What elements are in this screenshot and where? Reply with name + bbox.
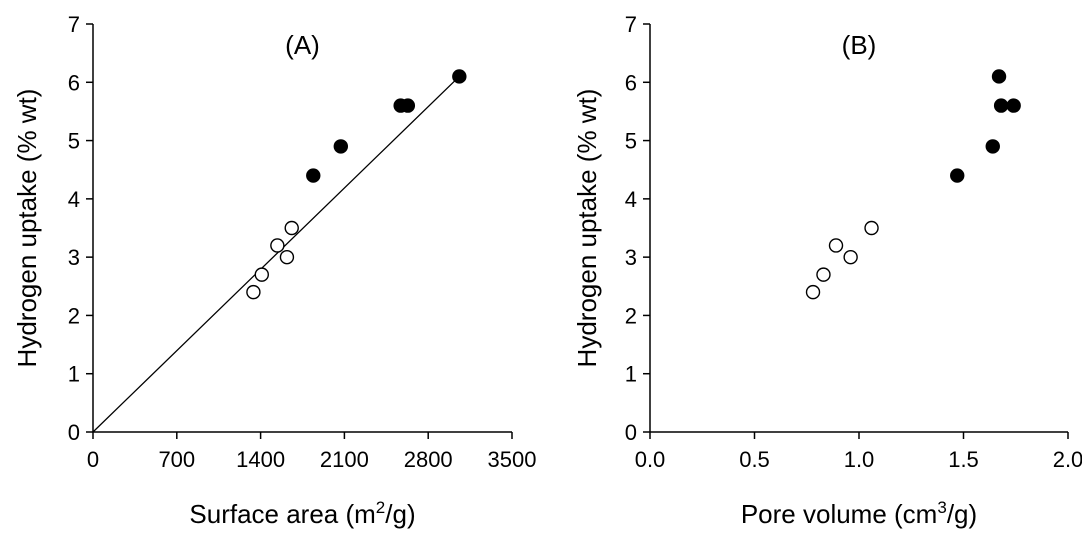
panel-a-filled-point [400, 98, 416, 113]
panel-b-x-axis-title-superscript: 3 [937, 498, 946, 517]
panel-a: (A) Hydrogen uptake (% wt) Surface area … [12, 12, 536, 529]
panel-b-y-tick-label: 4 [625, 187, 637, 212]
panel-b-filled-point [950, 168, 965, 183]
panel-b-filled-point [1006, 98, 1021, 113]
panel-a-filled-point [452, 69, 467, 84]
panel-a-open-point [254, 267, 269, 282]
panel-b-x-axis-title-main: Pore volume (cm [741, 499, 938, 529]
panel-a-y-axis-title: Hydrogen uptake (% wt) [12, 89, 42, 368]
panel-a-y-tick-label: 2 [68, 303, 80, 328]
panel-b-open-point [805, 284, 821, 300]
panel-a-open-point [270, 238, 285, 253]
panel-b-y-tick-label: 0 [625, 420, 637, 445]
panel-b-y-axis-title: Hydrogen uptake (% wt) [572, 89, 602, 368]
panel-b-x-tick-label: 0.0 [635, 447, 666, 472]
panel-a-x-axis-title: Surface area (m2/g) [189, 498, 415, 529]
panel-b-x-tick-label: 0.5 [739, 447, 770, 472]
panel-b-x-axis-title: Pore volume (cm3/g) [741, 498, 977, 529]
panel-a-x-tick-label: 1400 [236, 447, 285, 472]
panel-b-y-tick-label: 1 [625, 362, 637, 387]
panel-a-open-point [246, 284, 261, 300]
panel-a-y-tick-label: 5 [68, 129, 80, 154]
panel-a-open-point [279, 249, 295, 265]
panel-a-filled-point [333, 139, 349, 154]
panel-a-y-tick-label: 0 [68, 420, 80, 445]
panel-a-x-tick-label: 2800 [404, 447, 453, 472]
panel-a-y-tick-label: 1 [68, 362, 80, 387]
panel-b-filled-point [993, 98, 1009, 113]
panel-a-label: (A) [285, 30, 320, 60]
panel-b-label: (B) [842, 30, 877, 60]
panel-a-fit-line [92, 75, 460, 433]
panel-a-filled-point [306, 168, 321, 183]
panel-a-x-axis-title-superscript: 2 [376, 498, 385, 517]
panel-a-y-tick-label: 6 [68, 70, 80, 95]
panel-b-y-tick-label: 6 [625, 70, 637, 95]
panel-a-x-tick-label: 0 [87, 447, 99, 472]
panel-b-open-point [864, 220, 879, 236]
panel-b-filled-point [991, 69, 1007, 84]
panel-b-open-point [843, 249, 858, 265]
panel-a-x-tick-label: 700 [158, 447, 195, 472]
panel-a-y-tick-label: 7 [68, 12, 80, 37]
panel-a-y-tick-label: 3 [68, 245, 80, 270]
panel-b-filled-point [985, 139, 1000, 154]
panel-b-y-tick-label: 3 [625, 245, 637, 270]
panel-a-x-tick-label: 3500 [488, 447, 537, 472]
panel-b-y-tick-label: 5 [625, 129, 637, 154]
panel-b-x-tick-label: 1.0 [844, 447, 875, 472]
panel-b: (B) Hydrogen uptake (% wt) Pore volume (… [572, 12, 1082, 529]
panel-a-open-point [284, 220, 299, 236]
panel-a-x-axis-title-tail: /g) [385, 499, 415, 529]
panel-b-y-tick-label: 7 [625, 12, 637, 37]
panel-b-open-point [816, 267, 831, 282]
panel-a-x-tick-label: 2100 [320, 447, 369, 472]
panel-b-x-tick-label: 1.5 [948, 447, 979, 472]
panel-a-y-tick-label: 4 [68, 187, 80, 212]
panel-a-x-axis-title-main: Surface area (m [189, 499, 375, 529]
panel-b-x-axis-title-tail: /g) [947, 499, 977, 529]
panel-b-open-point [828, 238, 844, 253]
panel-b-y-tick-label: 2 [625, 303, 637, 328]
panel-b-x-tick-label: 2.0 [1053, 447, 1082, 472]
